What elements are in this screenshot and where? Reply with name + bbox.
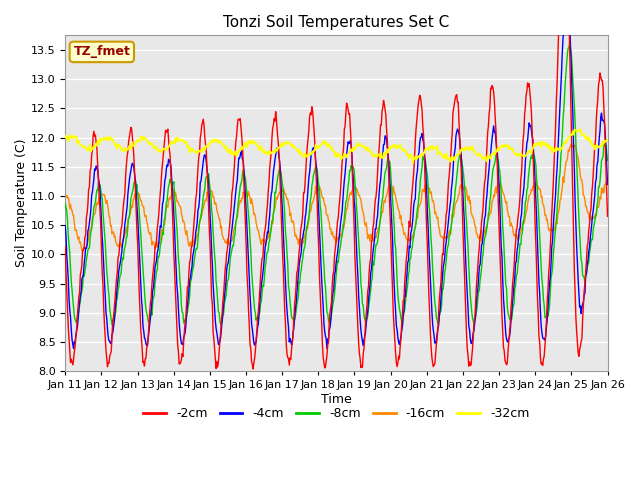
-8cm (419, 154, 427, 160)
-2cm (182, 313, 190, 319)
-16cm (183, 228, 191, 234)
-16cm (71, 228, 79, 233)
-4cm (127, 168, 134, 173)
Line: -4cm: -4cm (65, 0, 607, 349)
-8cm (604, 158, 611, 164)
-32cm (604, 137, 611, 143)
Line: -16cm: -16cm (65, 144, 607, 251)
-8cm (403, 287, 411, 292)
Text: TZ_fmet: TZ_fmet (74, 46, 131, 59)
-16cm (128, 203, 136, 208)
-2cm (403, 251, 411, 256)
-16cm (568, 141, 575, 147)
-8cm (566, 37, 573, 43)
X-axis label: Time: Time (321, 393, 352, 406)
-32cm (403, 149, 410, 155)
Line: -8cm: -8cm (65, 40, 607, 325)
-4cm (61, 223, 69, 228)
-32cm (127, 146, 134, 152)
-2cm (127, 124, 134, 130)
-2cm (419, 123, 427, 129)
Title: Tonzi Soil Temperatures Set C: Tonzi Soil Temperatures Set C (223, 15, 449, 30)
-2cm (211, 346, 218, 352)
-8cm (211, 252, 218, 258)
-8cm (127, 196, 134, 202)
-16cm (211, 200, 219, 205)
-8cm (61, 201, 69, 206)
-4cm (323, 346, 331, 352)
-32cm (570, 127, 578, 132)
-4cm (419, 137, 427, 143)
-32cm (211, 138, 218, 144)
-32cm (71, 134, 79, 140)
-2cm (71, 344, 79, 349)
-2cm (604, 214, 611, 219)
-16cm (403, 236, 411, 242)
Line: -2cm: -2cm (65, 0, 607, 369)
-32cm (409, 160, 417, 166)
-16cm (61, 191, 69, 196)
-8cm (71, 317, 79, 323)
-32cm (61, 133, 69, 139)
-16cm (604, 180, 611, 186)
-16cm (419, 187, 427, 192)
-32cm (182, 140, 190, 145)
Legend: -2cm, -4cm, -8cm, -16cm, -32cm: -2cm, -4cm, -8cm, -16cm, -32cm (138, 402, 534, 425)
-4cm (71, 341, 79, 347)
-8cm (182, 317, 190, 323)
-2cm (61, 243, 69, 249)
-4cm (403, 272, 411, 278)
-4cm (211, 306, 218, 312)
Line: -32cm: -32cm (65, 130, 607, 163)
-16cm (78, 248, 86, 253)
-32cm (419, 152, 427, 158)
-4cm (604, 181, 611, 187)
-8cm (399, 322, 406, 328)
-2cm (249, 366, 257, 372)
Y-axis label: Soil Temperature (C): Soil Temperature (C) (15, 139, 28, 267)
-4cm (182, 322, 190, 327)
